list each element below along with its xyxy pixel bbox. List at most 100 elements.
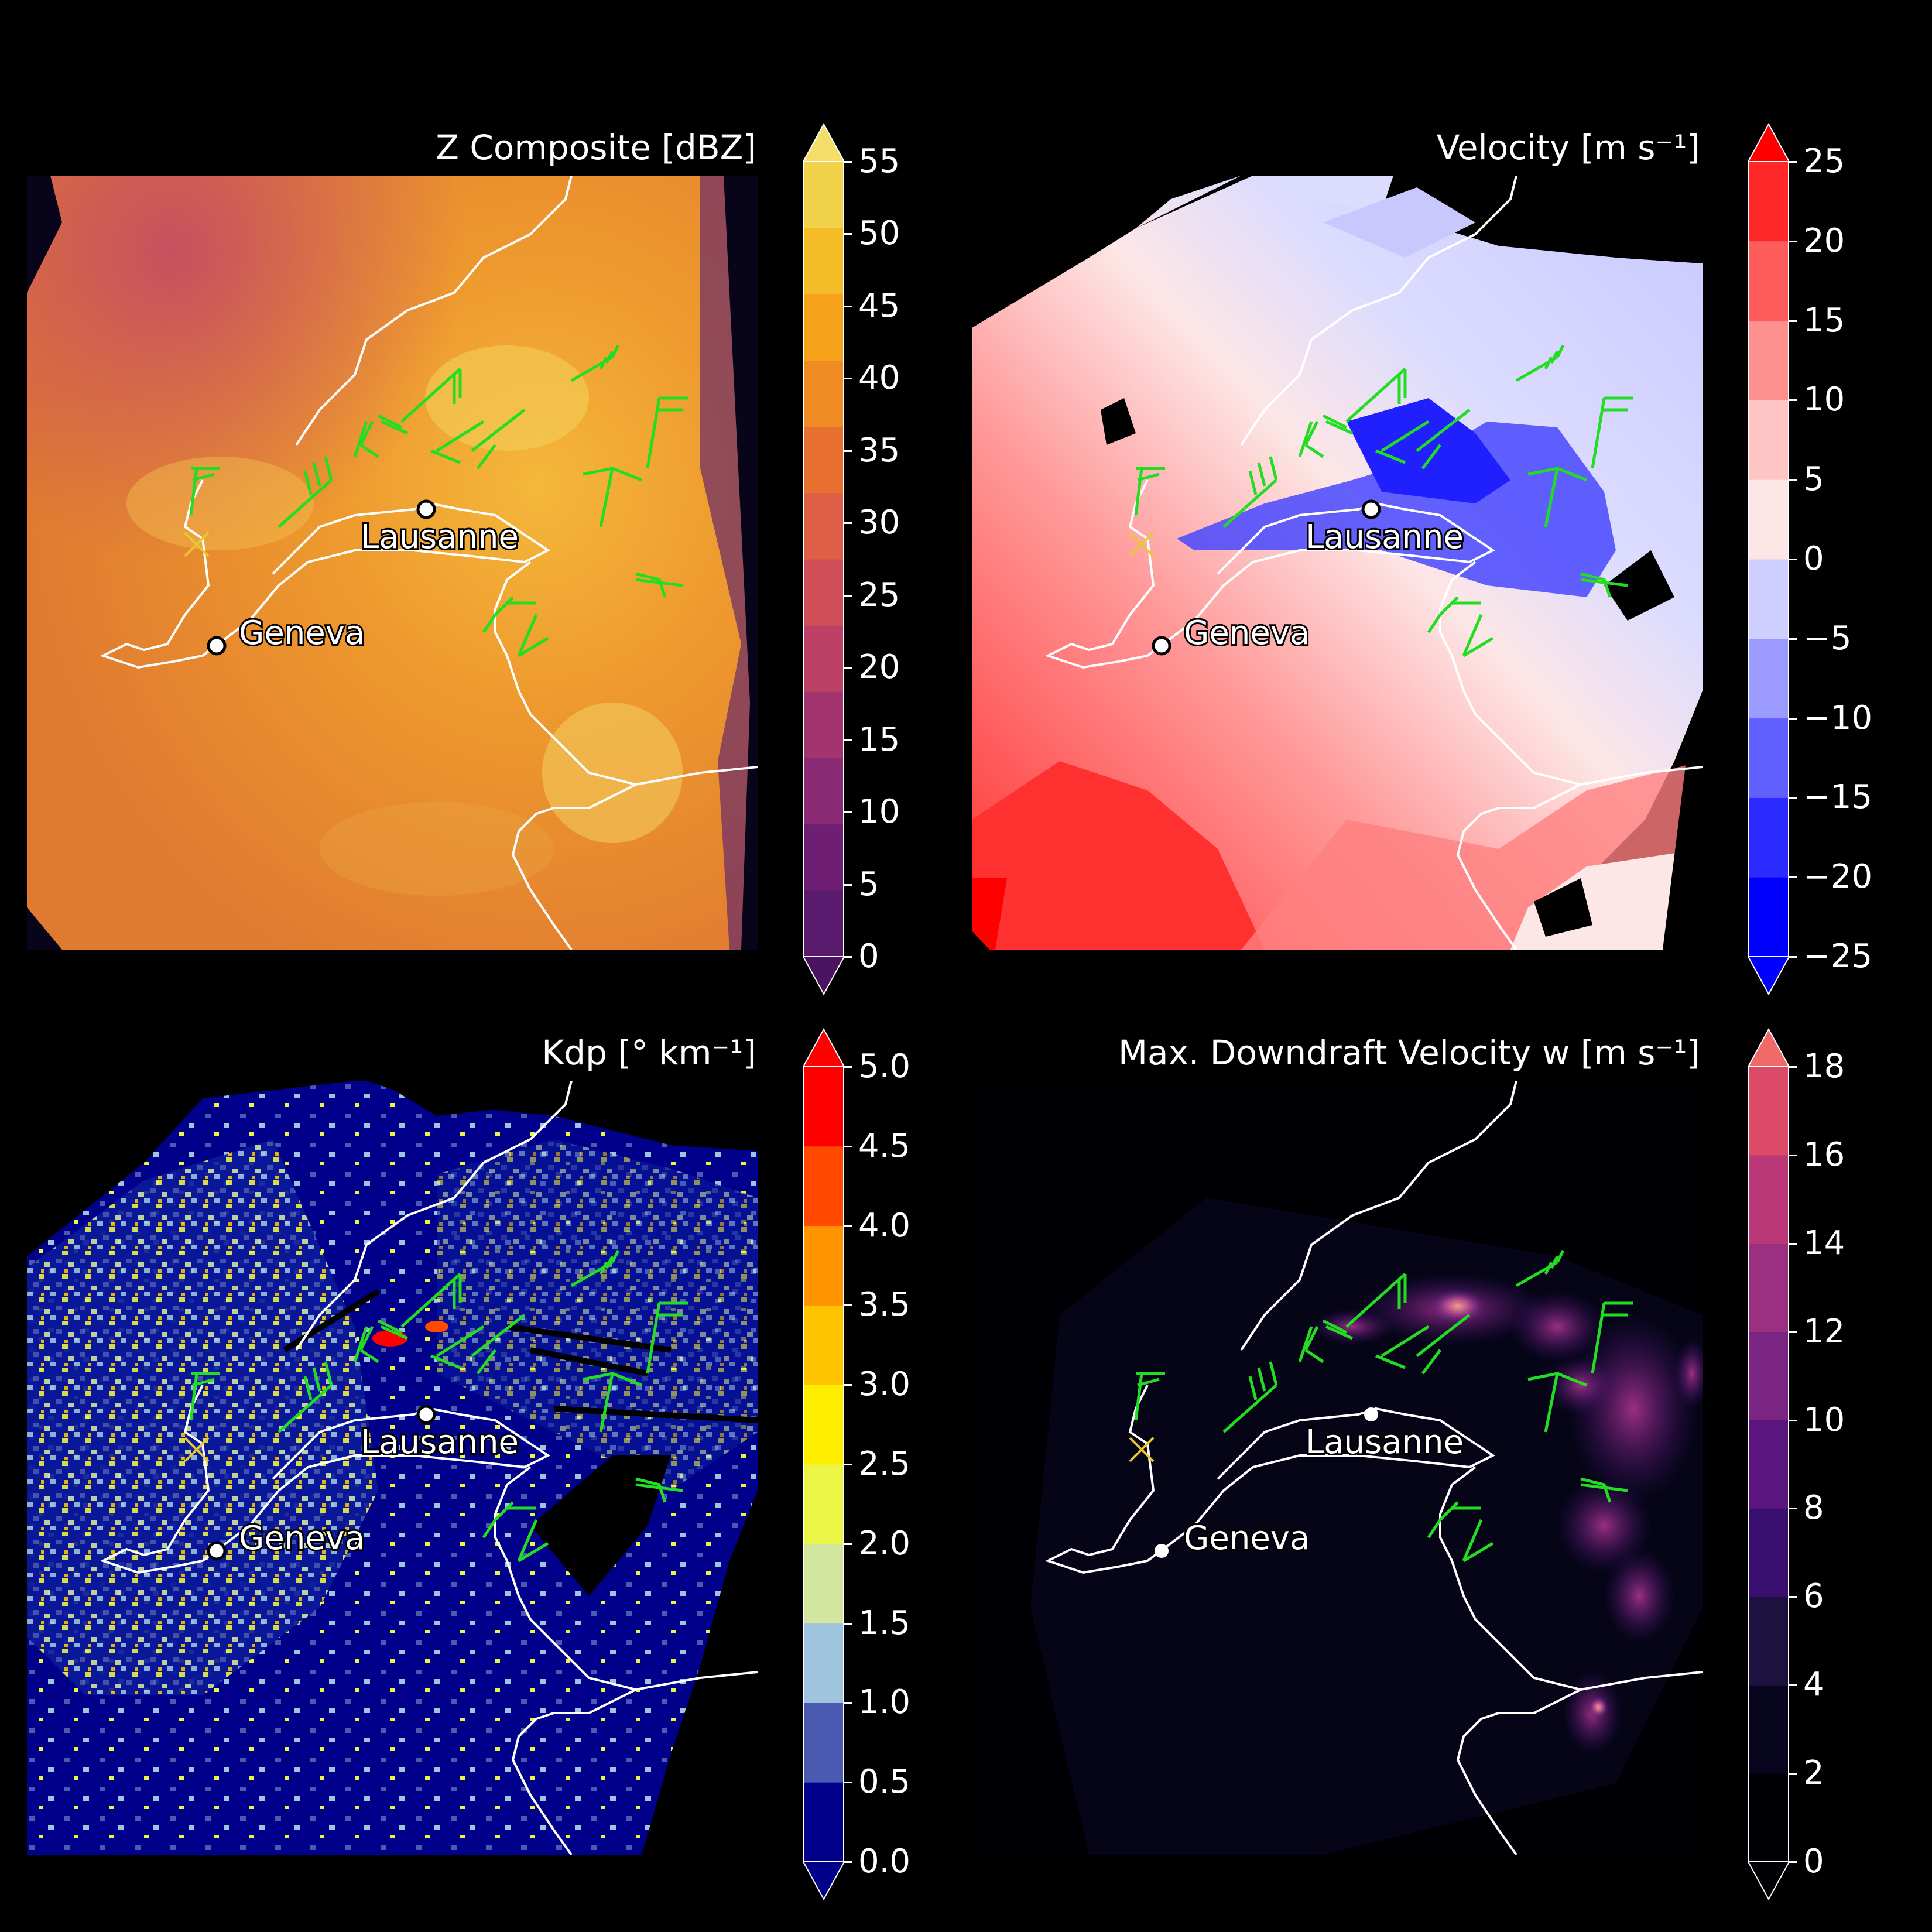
colorbar-ticks-kdp: 0.0 0.5 1.0 1.5 2.0 2.5 3.0 3.5 4.0 4.5 5.0 [844,1028,944,1900]
colorbar-segment [803,426,844,494]
colorbar-tick-mark [1789,1242,1797,1245]
colorbar-tick-mark [844,956,852,958]
colorbar-tick-label: 10 [858,793,900,831]
colorbar-tick-mark [1789,797,1797,799]
colorbar-tick-mark [1789,1684,1797,1687]
colorbar-tick-mark [844,1622,852,1625]
colorbar-tick-label: 3.5 [858,1286,911,1324]
colorbar-segment [1748,718,1789,798]
colorbar-kdp [802,1027,845,1903]
colorbar-tick-label: 5 [858,865,879,903]
colorbar-segment [803,1703,844,1783]
colorbar-tick-mark [1789,638,1797,640]
colorbar-tick-label: 55 [858,142,900,180]
colorbar-extend-min [802,956,845,996]
colorbar-tick-label: 5 [1803,460,1824,499]
colorbar-tick-mark [1789,1331,1797,1333]
colorbar-tick-mark [844,1543,852,1545]
radar-marker [184,532,210,557]
colorbar-tick-label: 35 [858,431,900,470]
panel-title-z-composite: Z Composite [dBZ] [436,128,756,167]
colorbar-tick-mark [844,1145,852,1147]
colorbar-tick-mark [844,1464,852,1465]
colorbar-segment [1748,1067,1789,1156]
colorbar-tick-mark [844,667,852,669]
colorbar-tick-mark [844,739,852,741]
colorbar-tick-mark [1789,1861,1797,1863]
colorbar-tick-label: 15 [858,720,900,759]
colorbar-z-composite [802,122,845,998]
colorbar-tick-mark [844,161,852,163]
colorbar-tick-label: 6 [1803,1577,1824,1616]
colorbar-tick-label: 5.0 [858,1047,911,1085]
colorbar-velocity [1747,122,1790,998]
colorbar-segment [1748,1155,1789,1244]
city-label-geneva: Geneva [239,1519,365,1557]
colorbar-segment [1748,241,1789,321]
colorbar-tick-mark [844,450,852,452]
colorbar-tick-mark [844,1702,852,1704]
colorbar-segment [803,1385,844,1465]
city-label-geneva: Geneva [1184,1519,1310,1557]
colorbar-segment [1748,1773,1789,1862]
colorbar-tick-label: 14 [1803,1224,1845,1262]
colorbar-tick-label: 40 [858,359,900,398]
colorbar-segment [803,294,844,361]
colorbar-tick-mark [1789,1419,1797,1421]
colorbar-tick-label: 1.5 [858,1604,911,1642]
colorbar-segment [803,1146,844,1227]
colorbar-tick-label: 4.5 [858,1126,911,1165]
colorbar-extend-min [1747,956,1790,996]
colorbar-segment [1748,1420,1789,1509]
colorbar-tick-mark [1789,876,1797,879]
colorbar-tick-label: 4.0 [858,1206,911,1245]
city-label-lausanne: Lausanne [361,518,519,556]
colorbar-tick-label: 45 [858,286,900,325]
colorbar-tick-label: 30 [858,503,900,542]
colorbar-tick-mark [844,1861,852,1863]
colorbar-tick-label: 1.0 [858,1683,911,1722]
colorbar-tick-mark [1789,1066,1797,1068]
colorbar-segment [1748,400,1789,480]
colorbar-segment [803,1305,844,1385]
colorbar-tick-label: 2.0 [858,1524,911,1563]
colorbar-extend-min [802,1861,845,1901]
colorbar-tick-label: −10 [1803,698,1873,737]
colorbar-tick-label: 25 [1803,142,1845,180]
colorbar-segment [1748,1597,1789,1686]
colorbar-segment [1748,1243,1789,1332]
colorbar-segment [803,492,844,560]
colorbar-tick-mark [844,378,852,380]
colorbar-segment [1748,320,1789,400]
colorbar-tick-mark [1789,559,1797,560]
colorbar-tick-mark [844,522,852,525]
radar-marker [1129,532,1155,557]
colorbar-tick-mark [844,1384,852,1386]
colorbar-segment [1748,638,1789,719]
map-kdp: Lausanne Geneva [27,1081,758,1855]
city-label-lausanne: Lausanne [361,1423,519,1461]
map-downdraft: Lausanne Geneva [972,1081,1703,1855]
colorbar-tick-label: 50 [858,214,900,253]
colorbar-tick-label: 10 [1803,1400,1845,1439]
colorbar-segment [803,1225,844,1306]
colorbar-segment [803,1067,844,1147]
colorbar-tick-label: 20 [858,648,900,687]
colorbar-tick-label: 12 [1803,1312,1845,1351]
city-label-lausanne: Lausanne [1306,518,1464,556]
colorbar-tick-mark [844,1225,852,1227]
colorbar-tick-mark [1789,240,1797,242]
colorbar-tick-label: 3.0 [858,1365,911,1404]
colorbar-tick-mark [1789,320,1797,322]
colorbar-downdraft [1747,1027,1790,1903]
colorbar-extend-min [1747,1861,1790,1901]
panel-title-velocity: Velocity [m s⁻¹] [1436,128,1700,167]
colorbar-segment [803,360,844,427]
colorbar-tick-mark [1789,956,1797,958]
colorbar-tick-label: −25 [1803,937,1873,975]
colorbar-segment [1748,877,1789,957]
colorbar-tick-mark [844,883,852,886]
city-markers [1152,499,1381,656]
colorbar-ticks-velocity: −25 −20 −15 −10 −5 0 5 10 15 20 25 [1789,123,1912,995]
colorbar-segment [803,1782,844,1862]
